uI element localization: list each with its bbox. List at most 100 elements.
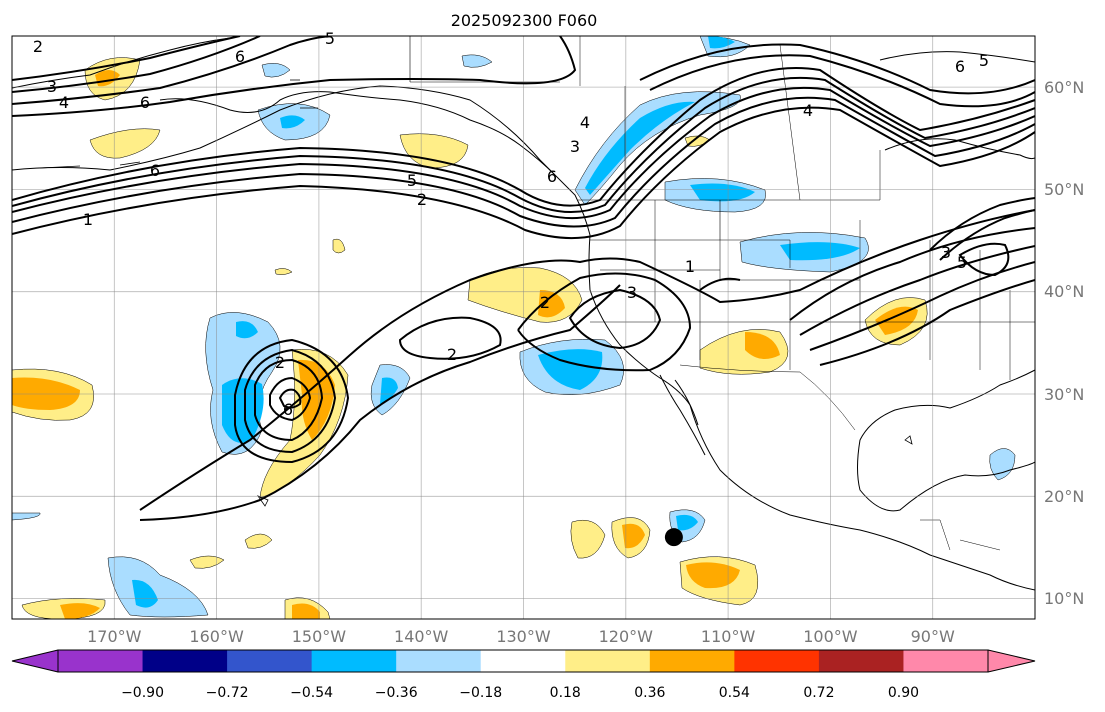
colorbar-segment [903, 650, 989, 672]
contour-line [12, 96, 1035, 228]
colorbar-tick-label: 0.54 [719, 685, 750, 701]
lon-label: 90°W [911, 627, 955, 646]
negative-anomaly-blob [236, 321, 258, 339]
colorbar-tick-label: −0.72 [206, 685, 249, 701]
negative-anomaly-core [538, 349, 603, 390]
negative-anomaly-core [690, 183, 755, 202]
colorbar-segment [227, 650, 313, 672]
contour-label: 6 [235, 47, 245, 66]
positive-anomaly-blob [274, 268, 293, 275]
contour-line [799, 245, 1035, 336]
contour-label: 2 [33, 37, 43, 56]
location-marker [664, 528, 683, 547]
contour-label: 3 [941, 243, 951, 262]
positive-anomaly-core [298, 359, 335, 440]
contour-line [568, 288, 662, 350]
colorbar-tick-labels: −0.90 −0.72 −0.54 −0.36 −0.18 0.18 0.36 … [121, 685, 919, 701]
map-frame [11, 35, 1036, 620]
lon-label: 100°W [803, 627, 858, 646]
colorbar-frame [57, 649, 989, 673]
coastlines-and-borders [12, 36, 1035, 591]
north-america-coastline [12, 85, 1035, 591]
contour-labels: 2 3 4 6 6 5 6 1 5 2 6 3 4 1 3 2 2 2 6 3 … [33, 29, 989, 419]
contour-label: 2 [540, 293, 550, 312]
lon-label: 160°W [189, 627, 244, 646]
contour-label: 2 [417, 190, 427, 209]
colorbar-segment [818, 650, 904, 672]
contour-label: 6 [547, 167, 557, 186]
colorbar-tick-label: −0.18 [459, 685, 502, 701]
positive-anomaly-core [292, 603, 320, 619]
contour-line [939, 209, 1035, 261]
figure-title: 2025092300 F060 [451, 11, 598, 30]
positive-anomaly-blob [189, 555, 225, 569]
colorbar-extend-high-outline [987, 649, 1036, 673]
mexico-borders [679, 364, 1001, 551]
contour-line [639, 43, 1035, 95]
contour-line [12, 67, 1035, 207]
colorbar-segment [565, 650, 651, 672]
contour-line [278, 388, 302, 409]
contour-line [809, 261, 1035, 351]
colorbar-segment [480, 650, 566, 672]
contour-line [12, 36, 577, 117]
colorbar-tick-label: −0.54 [290, 685, 333, 701]
lon-label: 120°W [599, 627, 654, 646]
baja-california-coastline [659, 374, 706, 456]
contour-label: 5 [325, 29, 335, 48]
colorbar-segment [649, 650, 735, 672]
lat-label: 20°N [1044, 487, 1084, 506]
colorbar-extend-low [12, 650, 58, 672]
positive-anomaly-blob [332, 238, 346, 254]
colorbar-tick-label: 0.18 [550, 685, 581, 701]
map-panel: 2 3 4 6 6 5 6 1 5 2 6 3 4 1 3 2 2 2 6 3 … [11, 29, 1036, 620]
lon-label: 110°W [701, 627, 756, 646]
contour-label: 4 [803, 101, 813, 120]
contour-line [12, 36, 241, 81]
contour-label: 2 [447, 345, 457, 364]
negative-anomaly-blob [261, 63, 291, 78]
negative-anomaly-core [132, 579, 158, 608]
colorbar-tick-label: 0.72 [803, 685, 834, 701]
contour-line [234, 338, 350, 464]
contour-label: 4 [580, 113, 590, 132]
contour-line [244, 348, 337, 454]
colorbar-tick-label: 0.36 [634, 685, 665, 701]
contour-line [12, 77, 1035, 214]
colorbar-segment [734, 650, 820, 672]
positive-anomaly-core [60, 603, 100, 619]
contour-line [269, 376, 312, 422]
contour-line [12, 36, 331, 105]
contour-line [819, 279, 1035, 366]
negative-anomaly-blob [107, 556, 209, 618]
positive-anomaly-core [686, 562, 740, 589]
contour-label: 6 [283, 400, 293, 419]
contour-label: 6 [140, 93, 150, 112]
colorbar-segment [311, 650, 397, 672]
contour-line [398, 316, 502, 360]
colorbar-extend-high [988, 650, 1035, 672]
contour-label: 6 [150, 161, 160, 180]
lon-label: 170°W [87, 627, 142, 646]
colorbar-tick-label: −0.90 [121, 685, 164, 701]
positive-anomaly-core [745, 332, 780, 359]
negative-anomaly-blob [461, 54, 493, 68]
positive-anomaly-core [622, 523, 645, 549]
longitude-labels: 170°W 160°W 150°W 140°W 130°W 120°W 110°… [87, 627, 955, 646]
colorbar: −0.90 −0.72 −0.54 −0.36 −0.18 0.18 0.36 … [11, 649, 1036, 701]
contour-label: 6 [955, 57, 965, 76]
us-canada-border [409, 36, 880, 240]
negative-anomaly-core [280, 115, 305, 129]
lat-label: 50°N [1044, 180, 1084, 199]
contour-line [139, 209, 1035, 511]
negative-anomaly-core [380, 377, 398, 404]
positive-anomaly-blob [89, 128, 161, 159]
lat-label: 30°N [1044, 385, 1084, 404]
positive-anomaly-blob [244, 533, 273, 549]
positive-anomaly-core [538, 290, 565, 318]
contour-label: 5 [407, 171, 417, 190]
contour-label: 3 [627, 283, 637, 302]
contour-label: 4 [59, 93, 69, 112]
contour-label: 3 [570, 137, 580, 156]
colorbar-segment [396, 650, 482, 672]
